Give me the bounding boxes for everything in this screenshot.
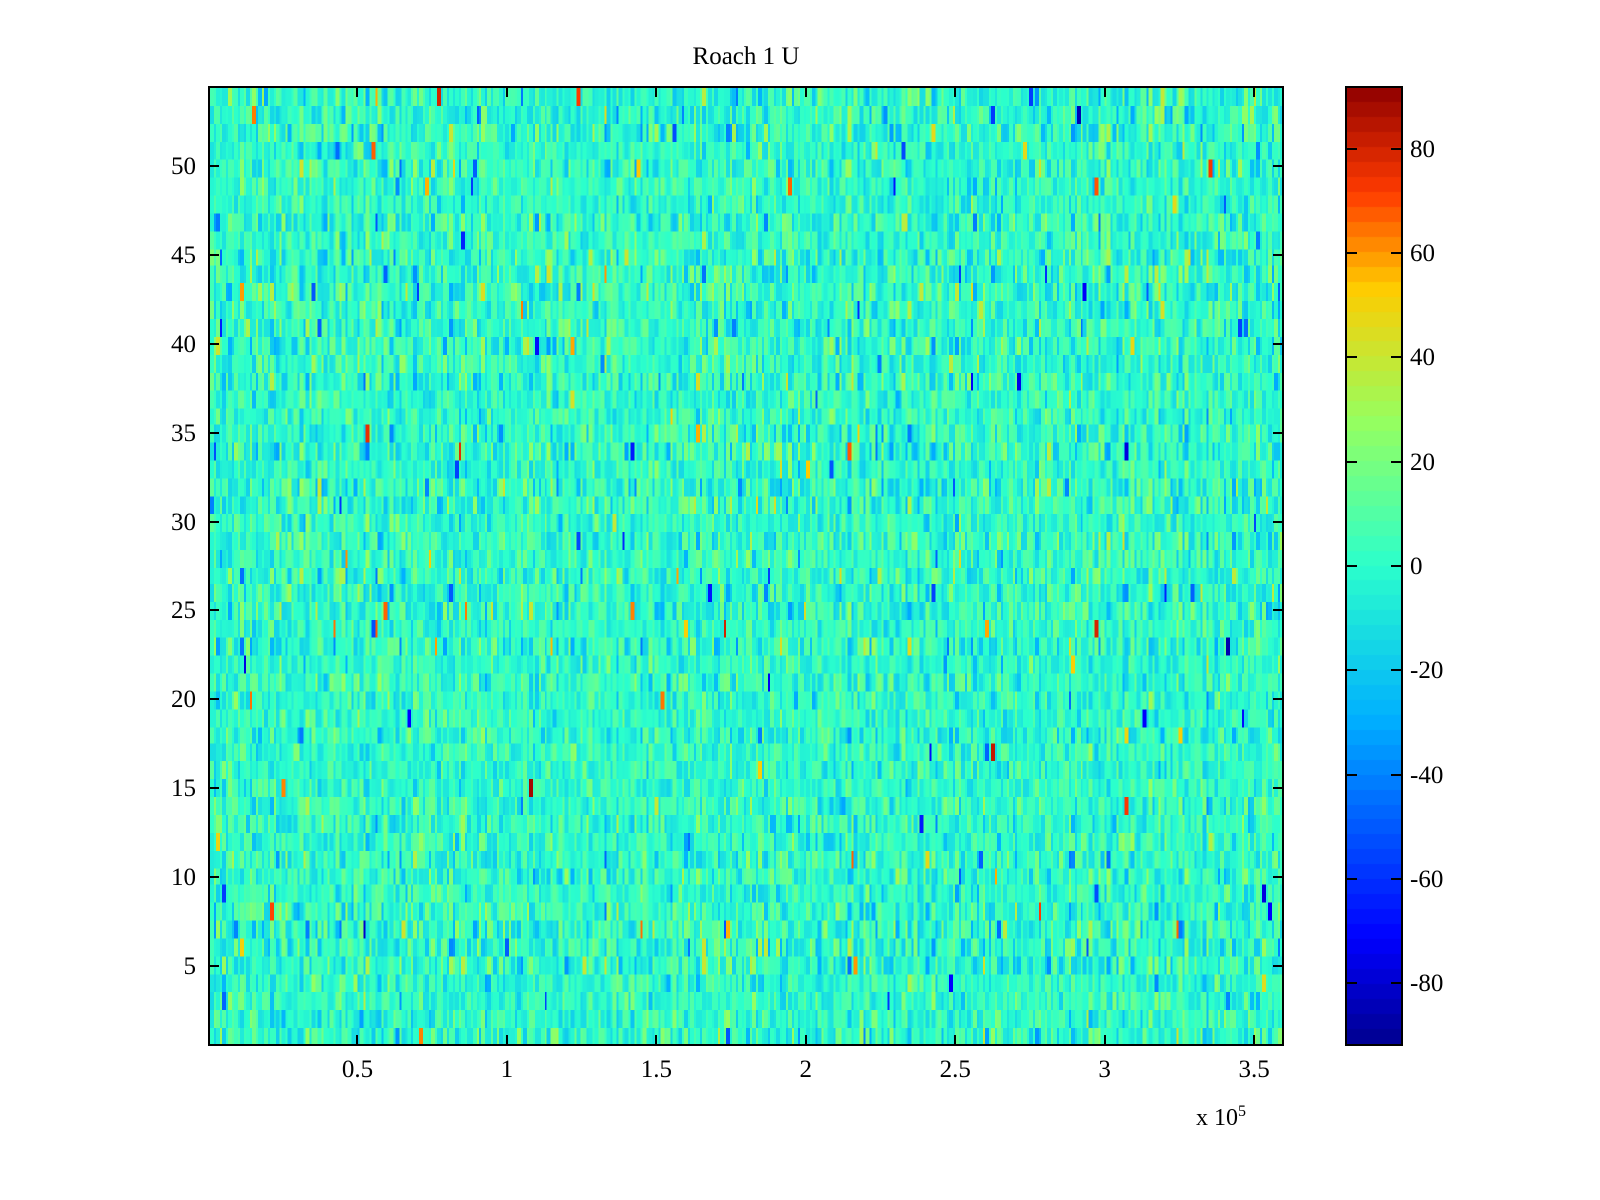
x-tick-mark [505,86,508,97]
x-tick-mark [804,1035,807,1046]
colorbar[interactable] [1345,86,1403,1046]
colorbar-tick-label: -80 [1410,970,1444,998]
x-tick-label: 2.5 [939,1056,971,1083]
x-tick-label: 3 [1098,1056,1111,1083]
y-tick-mark [1273,431,1284,434]
y-tick-mark [208,520,219,523]
y-axis-tick-labels: 5 10 15 20 25 30 35 40 45 50 [120,86,196,1046]
y-tick-label: 15 [171,775,196,803]
colorbar-tick-label: 20 [1410,448,1435,476]
colorbar-tick-label: 60 [1410,239,1435,267]
x-tick-mark [356,86,359,97]
x-tick-mark [954,1035,957,1046]
page-title: Roach 1 U [692,43,800,70]
y-tick-mark [1273,965,1284,967]
colorbar-tick-label: 80 [1410,135,1435,163]
y-tick-mark [1273,698,1284,701]
y-tick-mark [208,253,219,256]
y-tick-label: 20 [171,686,196,714]
y-tick-label: 40 [171,330,196,358]
x-tick-label: 1 [500,1056,514,1083]
y-tick-mark [1273,253,1284,256]
colorbar-tick-label: -20 [1410,657,1444,685]
x-tick-label: 0.5 [341,1056,374,1083]
y-tick-mark [1273,876,1284,879]
heatmap-axes[interactable] [208,86,1284,1046]
colorbar-tick-label: 0 [1410,553,1423,580]
y-tick-label: 5 [183,953,197,980]
x-tick-label: 3.5 [1238,1056,1270,1083]
y-tick-mark [1273,165,1284,167]
x-tick-mark [655,1035,658,1046]
x-tick-label: 2 [799,1056,813,1083]
colorbar-tick-label: -60 [1410,866,1444,894]
x-tick-label: 1.5 [640,1056,672,1083]
y-tick-mark [208,787,219,790]
y-tick-label: 10 [171,864,196,892]
y-tick-mark [208,431,219,434]
y-tick-mark [1273,787,1284,790]
y-tick-label: 35 [171,419,196,447]
x-tick-mark [954,86,957,97]
x-axis-exponent-prefix: x 10 [1196,1105,1238,1131]
y-tick-mark [1273,520,1284,523]
x-tick-mark [1253,86,1256,97]
y-tick-mark [1273,342,1284,345]
x-tick-mark [1103,1035,1106,1046]
x-axis-exponent-label: x 105 [1196,1104,1246,1132]
y-tick-label: 50 [171,153,196,180]
colorbar-tick-label: -40 [1410,761,1444,789]
colorbar-gradient [1347,88,1401,1044]
y-tick-mark [208,876,219,879]
x-tick-mark [505,1035,508,1046]
y-tick-mark [1273,609,1284,612]
x-axis-exponent-power: 5 [1238,1103,1246,1120]
colorbar-tick-labels: 80 60 40 20 0 -20 -40 -60 -80 [1410,86,1520,1046]
x-tick-mark [356,1035,359,1046]
x-tick-mark [655,86,658,97]
x-tick-mark [1253,1035,1256,1046]
y-tick-label: 45 [171,241,196,269]
y-tick-mark [208,698,219,701]
x-tick-mark [804,86,807,97]
y-tick-mark [208,609,219,612]
heatmap-image[interactable] [210,88,1282,1044]
y-tick-mark [208,342,219,345]
colorbar-tick-label: 40 [1410,344,1435,372]
y-tick-mark [208,165,219,167]
y-tick-label: 25 [171,597,196,625]
x-tick-mark [1103,86,1106,97]
y-tick-label: 30 [171,508,196,536]
y-tick-mark [208,965,219,967]
x-axis-tick-labels: 0.5 1 1.5 2 2.5 3 3.5 [208,1056,1284,1096]
